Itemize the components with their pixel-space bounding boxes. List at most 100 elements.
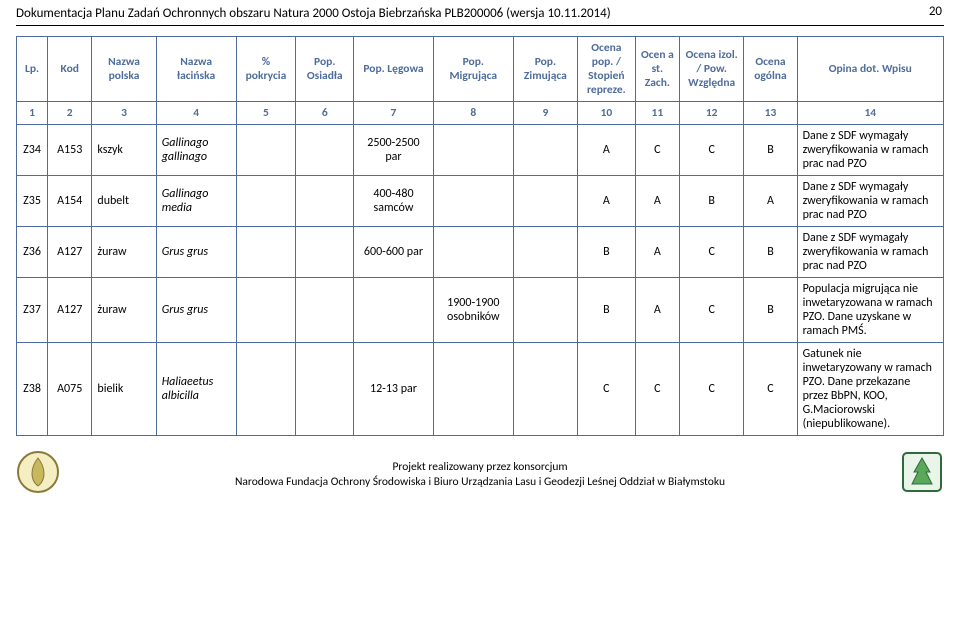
cell-nlat: Haliaeetus albicilla bbox=[156, 343, 236, 436]
doc-header: Dokumentacja Planu Zadań Ochronnych obsz… bbox=[0, 0, 960, 23]
cell-osi bbox=[296, 125, 354, 176]
cell-op: Dane z SDF wymagały zweryfikowania w ram… bbox=[797, 125, 943, 176]
cell-mig bbox=[433, 227, 513, 278]
cell-o3: C bbox=[680, 343, 744, 436]
numcell: 4 bbox=[156, 102, 236, 125]
cell-pokr bbox=[236, 278, 296, 343]
numcell: 12 bbox=[680, 102, 744, 125]
col-op: Opina dot. Wpisu bbox=[797, 37, 943, 102]
cell-leg: 400-480 samców bbox=[354, 176, 434, 227]
cell-zim bbox=[513, 125, 577, 176]
col-lp: Lp. bbox=[17, 37, 48, 102]
doc-divider bbox=[16, 25, 944, 26]
cell-lp: Z38 bbox=[17, 343, 48, 436]
cell-osi bbox=[296, 227, 354, 278]
table-row: Z37A127żurawGrus grus1900-1900 osobników… bbox=[17, 278, 944, 343]
cell-o3: C bbox=[680, 278, 744, 343]
numcell: 7 bbox=[354, 102, 434, 125]
cell-o4: B bbox=[744, 227, 797, 278]
cell-kod: A153 bbox=[48, 125, 92, 176]
col-nlat: Nazwa łacińska bbox=[156, 37, 236, 102]
cell-mig: 1900-1900 osobników bbox=[433, 278, 513, 343]
cell-mig bbox=[433, 176, 513, 227]
cell-mig bbox=[433, 343, 513, 436]
cell-o1: A bbox=[578, 125, 636, 176]
cell-osi bbox=[296, 176, 354, 227]
cell-o1: A bbox=[578, 176, 636, 227]
cell-o2: A bbox=[635, 278, 679, 343]
cell-o4: B bbox=[744, 278, 797, 343]
cell-nlat: Grus grus bbox=[156, 227, 236, 278]
cell-zim bbox=[513, 278, 577, 343]
col-osi: Pop. Osiadła bbox=[296, 37, 354, 102]
numcell: 8 bbox=[433, 102, 513, 125]
table-header-row: Lp. Kod Nazwa polska Nazwa łacińska % po… bbox=[17, 37, 944, 102]
logo-right bbox=[900, 450, 944, 494]
numcell: 1 bbox=[17, 102, 48, 125]
cell-o3: C bbox=[680, 227, 744, 278]
species-table: Lp. Kod Nazwa polska Nazwa łacińska % po… bbox=[16, 36, 944, 436]
cell-o1: B bbox=[578, 278, 636, 343]
cell-leg: 2500-2500 par bbox=[354, 125, 434, 176]
cell-pokr bbox=[236, 227, 296, 278]
cell-o4: A bbox=[744, 176, 797, 227]
cell-o4: B bbox=[744, 125, 797, 176]
col-leg: Pop. Lęgowa bbox=[354, 37, 434, 102]
table-numrow: 1 2 3 4 5 6 7 8 9 10 11 12 13 14 bbox=[17, 102, 944, 125]
cell-o3: B bbox=[680, 176, 744, 227]
numcell: 6 bbox=[296, 102, 354, 125]
cell-op: Gatunek nie inwetaryzowany w ramach PZO.… bbox=[797, 343, 943, 436]
col-o1: Ocena pop. / Stopień repreze. bbox=[578, 37, 636, 102]
cell-kod: A075 bbox=[48, 343, 92, 436]
footer-line1: Projekt realizowany przez konsorcjum bbox=[16, 460, 944, 475]
cell-lp: Z37 bbox=[17, 278, 48, 343]
numcell: 5 bbox=[236, 102, 296, 125]
cell-op: Dane z SDF wymagały zweryfikowania w ram… bbox=[797, 176, 943, 227]
numcell: 13 bbox=[744, 102, 797, 125]
cell-osi bbox=[296, 278, 354, 343]
table-body: Z34A153kszykGallinago gallinago2500-2500… bbox=[17, 125, 944, 436]
cell-leg: 12-13 par bbox=[354, 343, 434, 436]
cell-pokr bbox=[236, 125, 296, 176]
cell-npl: żuraw bbox=[92, 227, 156, 278]
cell-mig bbox=[433, 125, 513, 176]
cell-o1: C bbox=[578, 343, 636, 436]
cell-lp: Z36 bbox=[17, 227, 48, 278]
cell-zim bbox=[513, 343, 577, 436]
cell-kod: A127 bbox=[48, 227, 92, 278]
cell-op: Dane z SDF wymagały zweryfikowania w ram… bbox=[797, 227, 943, 278]
cell-npl: dubelt bbox=[92, 176, 156, 227]
cell-o4: C bbox=[744, 343, 797, 436]
cell-kod: A127 bbox=[48, 278, 92, 343]
numcell: 2 bbox=[48, 102, 92, 125]
cell-npl: bielik bbox=[92, 343, 156, 436]
table-row: Z38A075bielikHaliaeetus albicilla 12-13 p… bbox=[17, 343, 944, 436]
table-row: Z35A154dubeltGallinago media400-480 samc… bbox=[17, 176, 944, 227]
cell-o2: A bbox=[635, 176, 679, 227]
table-row: Z34A153kszykGallinago gallinago2500-2500… bbox=[17, 125, 944, 176]
logo-left bbox=[16, 450, 60, 494]
numcell: 11 bbox=[635, 102, 679, 125]
footer-line2: Narodowa Fundacja Ochrony Środowiska i B… bbox=[16, 475, 944, 490]
col-o3: Ocena izol. / Pow. Względna bbox=[680, 37, 744, 102]
numcell: 14 bbox=[797, 102, 943, 125]
cell-osi bbox=[296, 343, 354, 436]
footer: Projekt realizowany przez konsorcjum Nar… bbox=[16, 460, 944, 490]
cell-o2: C bbox=[635, 125, 679, 176]
cell-o1: B bbox=[578, 227, 636, 278]
cell-o2: A bbox=[635, 227, 679, 278]
cell-pokr bbox=[236, 343, 296, 436]
cell-lp: Z34 bbox=[17, 125, 48, 176]
col-mig: Pop. Migrująca bbox=[433, 37, 513, 102]
col-o4: Ocena ogólna bbox=[744, 37, 797, 102]
cell-kod: A154 bbox=[48, 176, 92, 227]
cell-pokr bbox=[236, 176, 296, 227]
cell-o3: C bbox=[680, 125, 744, 176]
cell-o2: C bbox=[635, 343, 679, 436]
cell-lp: Z35 bbox=[17, 176, 48, 227]
cell-leg bbox=[354, 278, 434, 343]
numcell: 3 bbox=[92, 102, 156, 125]
cell-nlat: Grus grus bbox=[156, 278, 236, 343]
cell-zim bbox=[513, 176, 577, 227]
col-pokr: % pokrycia bbox=[236, 37, 296, 102]
